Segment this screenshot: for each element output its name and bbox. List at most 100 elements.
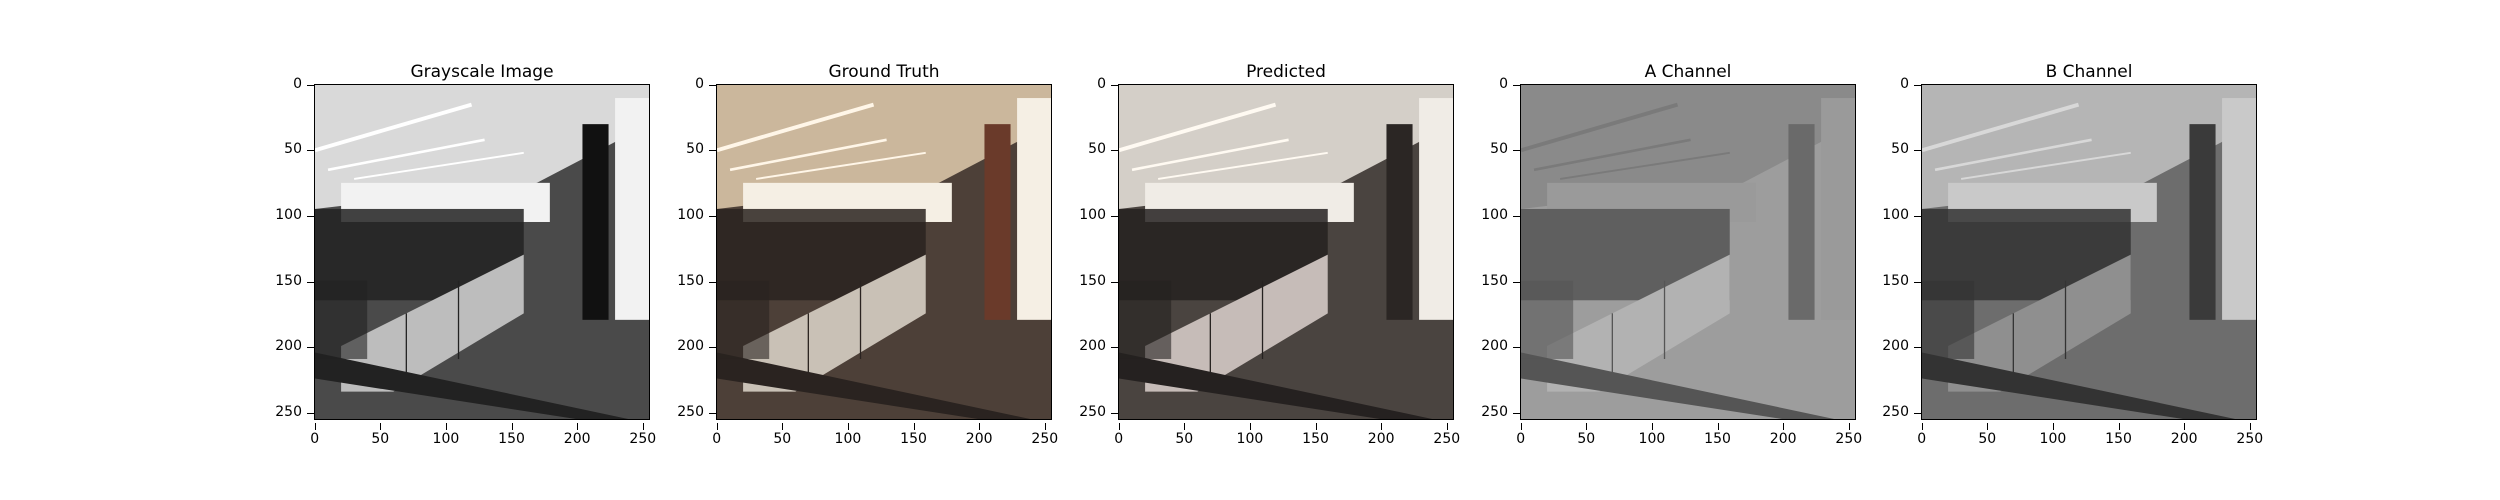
y-tick <box>1513 150 1520 152</box>
x-tick <box>380 423 382 430</box>
x-tick-label: 250 <box>1031 431 1059 447</box>
panel-title: B Channel <box>2045 62 2133 82</box>
y-tick-label: 50 <box>284 141 302 158</box>
x-tick-label: 50 <box>1978 431 1997 447</box>
x-tick-label: 150 <box>1704 431 1731 447</box>
y-tick <box>709 84 716 86</box>
y-tick <box>1111 84 1118 86</box>
office-image <box>716 84 1052 420</box>
x-tick-label: 250 <box>2236 431 2264 447</box>
y-tick <box>709 347 716 349</box>
y-tick <box>1513 215 1520 217</box>
x-tick-label: 200 <box>563 431 591 447</box>
y-tick <box>307 215 314 217</box>
x-tick <box>642 423 644 430</box>
office-image <box>314 84 650 420</box>
y-tick <box>1111 412 1118 414</box>
y-tick-label: 150 <box>677 272 704 289</box>
x-tick <box>2249 423 2251 430</box>
x-tick <box>1520 423 1522 430</box>
x-tick <box>913 423 915 430</box>
y-tick-label: 150 <box>1481 272 1508 289</box>
y-tick-label: 100 <box>1882 206 1909 223</box>
y-tick <box>1914 84 1921 86</box>
y-tick-label: 200 <box>275 338 302 355</box>
x-tick-label: 250 <box>1433 431 1461 447</box>
panel-predicted: Predicted 0 0 50 50 100 100 150 150 200 200 250 250 <box>1079 0 1518 500</box>
x-tick-label: 200 <box>1769 431 1797 447</box>
x-tick <box>1848 423 1850 430</box>
x-tick-label: 50 <box>1577 431 1596 447</box>
x-tick-label: 150 <box>498 431 525 447</box>
y-tick-label: 0 <box>293 75 302 92</box>
x-tick <box>1921 423 1923 430</box>
x-tick <box>1446 423 1448 430</box>
y-tick <box>1914 347 1921 349</box>
x-tick-label: 200 <box>965 431 993 447</box>
panel-title: Predicted <box>1246 62 1326 82</box>
x-tick-label: 250 <box>629 431 657 447</box>
y-tick <box>1111 215 1118 217</box>
x-tick-label: 200 <box>2170 431 2198 447</box>
x-tick <box>314 423 316 430</box>
y-tick-label: 50 <box>686 141 704 158</box>
x-tick-label: 200 <box>1367 431 1395 447</box>
y-tick <box>1513 84 1520 86</box>
y-tick <box>307 347 314 349</box>
y-tick <box>709 412 716 414</box>
x-tick <box>1044 423 1046 430</box>
y-tick-label: 200 <box>1079 338 1106 355</box>
y-tick-label: 0 <box>1900 75 1909 92</box>
y-tick-label: 50 <box>1088 141 1106 158</box>
x-tick-label: 100 <box>432 431 460 447</box>
y-tick-label: 0 <box>695 75 704 92</box>
y-tick <box>307 150 314 152</box>
y-tick-label: 250 <box>1481 403 1508 420</box>
x-tick <box>1249 423 1251 430</box>
x-tick <box>511 423 513 430</box>
y-tick <box>307 412 314 414</box>
panel-ground-truth: Ground Truth 0 0 50 50 100 100 150 150 200 200 250 2… <box>677 0 1116 500</box>
y-tick-label: 150 <box>1079 272 1106 289</box>
x-tick-label: 250 <box>1835 431 1863 447</box>
y-tick-label: 100 <box>275 206 302 223</box>
y-tick <box>1914 215 1921 217</box>
x-tick-label: 0 <box>1516 431 1526 447</box>
x-tick-label: 100 <box>1236 431 1264 447</box>
y-tick-label: 50 <box>1891 141 1909 158</box>
y-tick-label: 200 <box>1481 338 1508 355</box>
x-tick <box>2184 423 2186 430</box>
x-tick-label: 0 <box>712 431 722 447</box>
x-tick <box>1315 423 1317 430</box>
y-tick-label: 200 <box>677 338 704 355</box>
x-tick-label: 100 <box>2039 431 2067 447</box>
x-tick <box>2118 423 2120 430</box>
x-tick <box>577 423 579 430</box>
y-tick <box>1111 150 1118 152</box>
x-tick-label: 50 <box>371 431 390 447</box>
office-image <box>1921 84 2257 420</box>
y-tick-label: 200 <box>1882 338 1909 355</box>
x-tick <box>1118 423 1120 430</box>
x-tick-label: 150 <box>900 431 927 447</box>
y-tick <box>1111 347 1118 349</box>
y-tick <box>1513 347 1520 349</box>
y-tick <box>1914 281 1921 283</box>
x-tick <box>1586 423 1588 430</box>
y-tick-label: 50 <box>1490 141 1508 158</box>
x-tick <box>1987 423 1989 430</box>
y-tick-label: 0 <box>1097 75 1106 92</box>
x-tick-label: 150 <box>2105 431 2132 447</box>
x-tick <box>1717 423 1719 430</box>
x-tick <box>1783 423 1785 430</box>
x-tick <box>847 423 849 430</box>
y-tick-label: 250 <box>1079 403 1106 420</box>
panel-title: Ground Truth <box>828 62 940 82</box>
y-tick <box>1513 281 1520 283</box>
y-tick-label: 250 <box>1882 403 1909 420</box>
y-tick <box>1914 412 1921 414</box>
y-tick-label: 100 <box>1481 206 1508 223</box>
y-tick <box>307 84 314 86</box>
panel-title: A Channel <box>1644 62 1732 82</box>
x-tick-label: 150 <box>1302 431 1329 447</box>
